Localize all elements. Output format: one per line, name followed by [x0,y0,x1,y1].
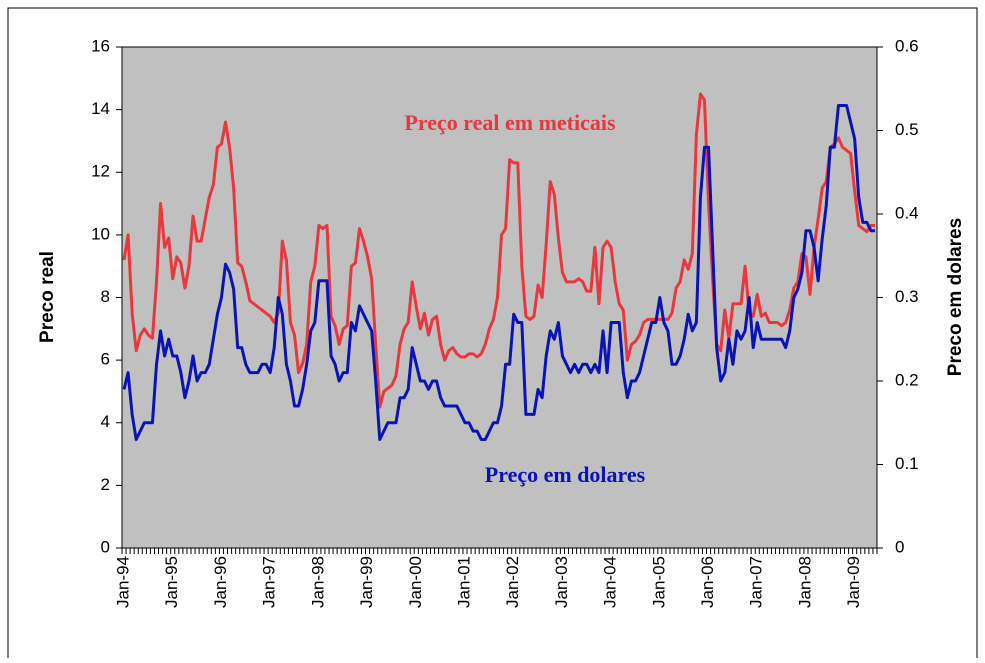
x-tick-label: Jan-01 [454,556,473,608]
x-tick-label: Jan-08 [795,556,814,608]
x-tick-label: Jan-02 [503,556,522,608]
y-tick-label: 8 [101,287,110,306]
x-tick-label: Jan-05 [649,556,668,608]
y2-tick-label: 0.1 [895,454,919,473]
annotation: Preço em dolares [485,462,646,487]
frame [7,7,978,663]
y2-tick-label: 0.2 [895,370,919,389]
x-tick-label: Jan-06 [698,556,717,608]
y-axis-label: Preco real [37,251,58,343]
series-line [122,103,875,441]
y2-tick-label: 0.4 [895,203,919,222]
x-tick-label: Jan-00 [406,556,425,608]
y-tick-label: 6 [101,350,110,369]
x-tick-label: Jan-96 [211,556,230,608]
y2-tick-label: 0.3 [895,287,919,306]
x-tick-label: Jan-97 [260,556,279,608]
x-tick-label: Jan-99 [357,556,376,608]
x-tick-label: Jan-04 [601,556,620,608]
x-tick-label: Jan-07 [747,556,766,608]
y-tick-label: 14 [91,99,110,118]
annotation: Preço real em meticais [404,110,616,135]
y2-tick-label: 0.6 [895,36,919,55]
y-tick-label: 10 [91,224,110,243]
y-tick-label: 0 [101,537,110,556]
x-tick-label: Jan-95 [162,556,181,608]
x-tick-label: Jan-03 [552,556,571,608]
y2-axis-label: Preco em dolares [945,218,966,376]
y2-tick-label: 0 [895,537,904,556]
y2-tick-label: 0.5 [895,120,919,139]
y-tick-label: 16 [91,36,110,55]
y-tick-label: 2 [101,475,110,494]
y-tick-label: 12 [91,162,110,181]
x-tick-label: Jan-94 [114,556,133,608]
x-tick-label: Jan-98 [308,556,327,608]
y-tick-label: 4 [101,412,110,431]
x-tick-label: Jan-09 [844,556,863,608]
